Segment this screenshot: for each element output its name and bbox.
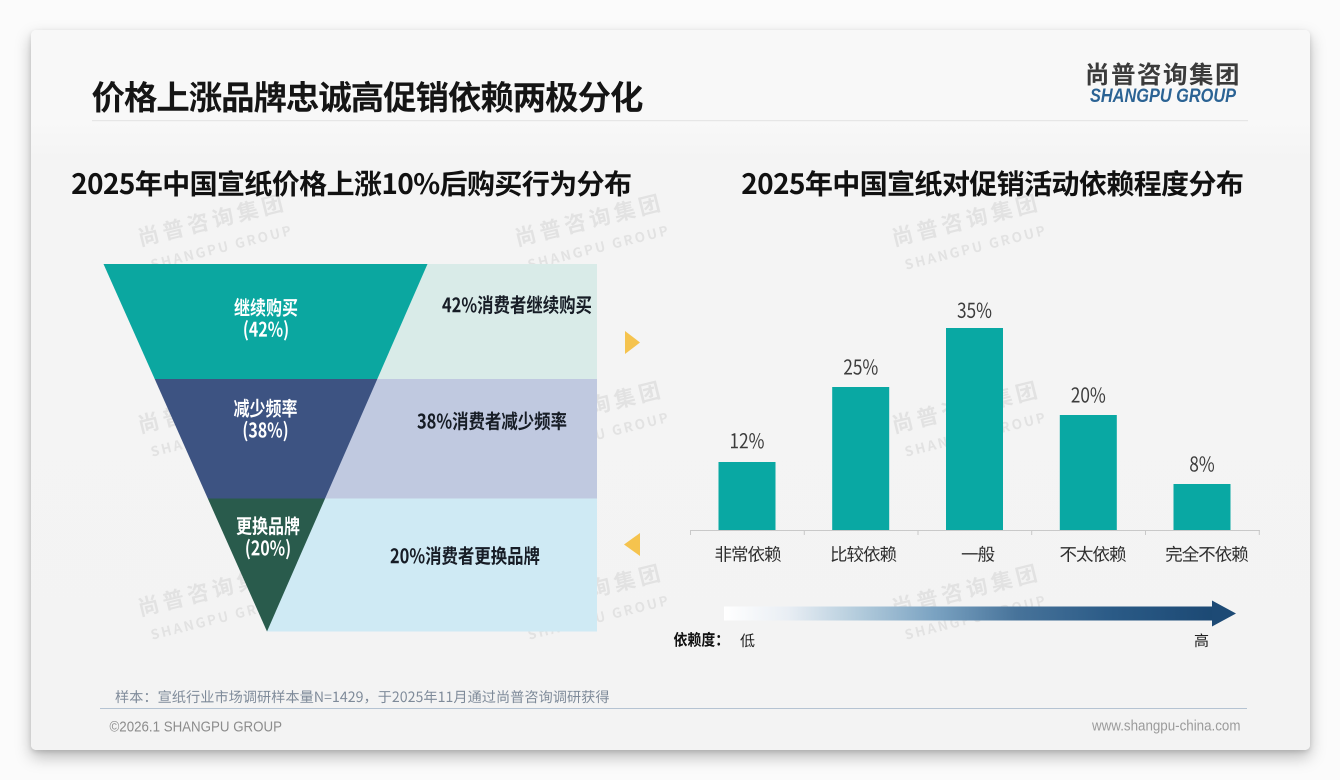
svg-text:SHANGPU GROUP: SHANGPU GROUP — [1090, 86, 1236, 107]
svg-text:www.shangpu-china.com: www.shangpu-china.com — [1091, 719, 1240, 735]
svg-text:©2026.1 SHANGPU GROUP: ©2026.1 SHANGPU GROUP — [110, 719, 283, 736]
